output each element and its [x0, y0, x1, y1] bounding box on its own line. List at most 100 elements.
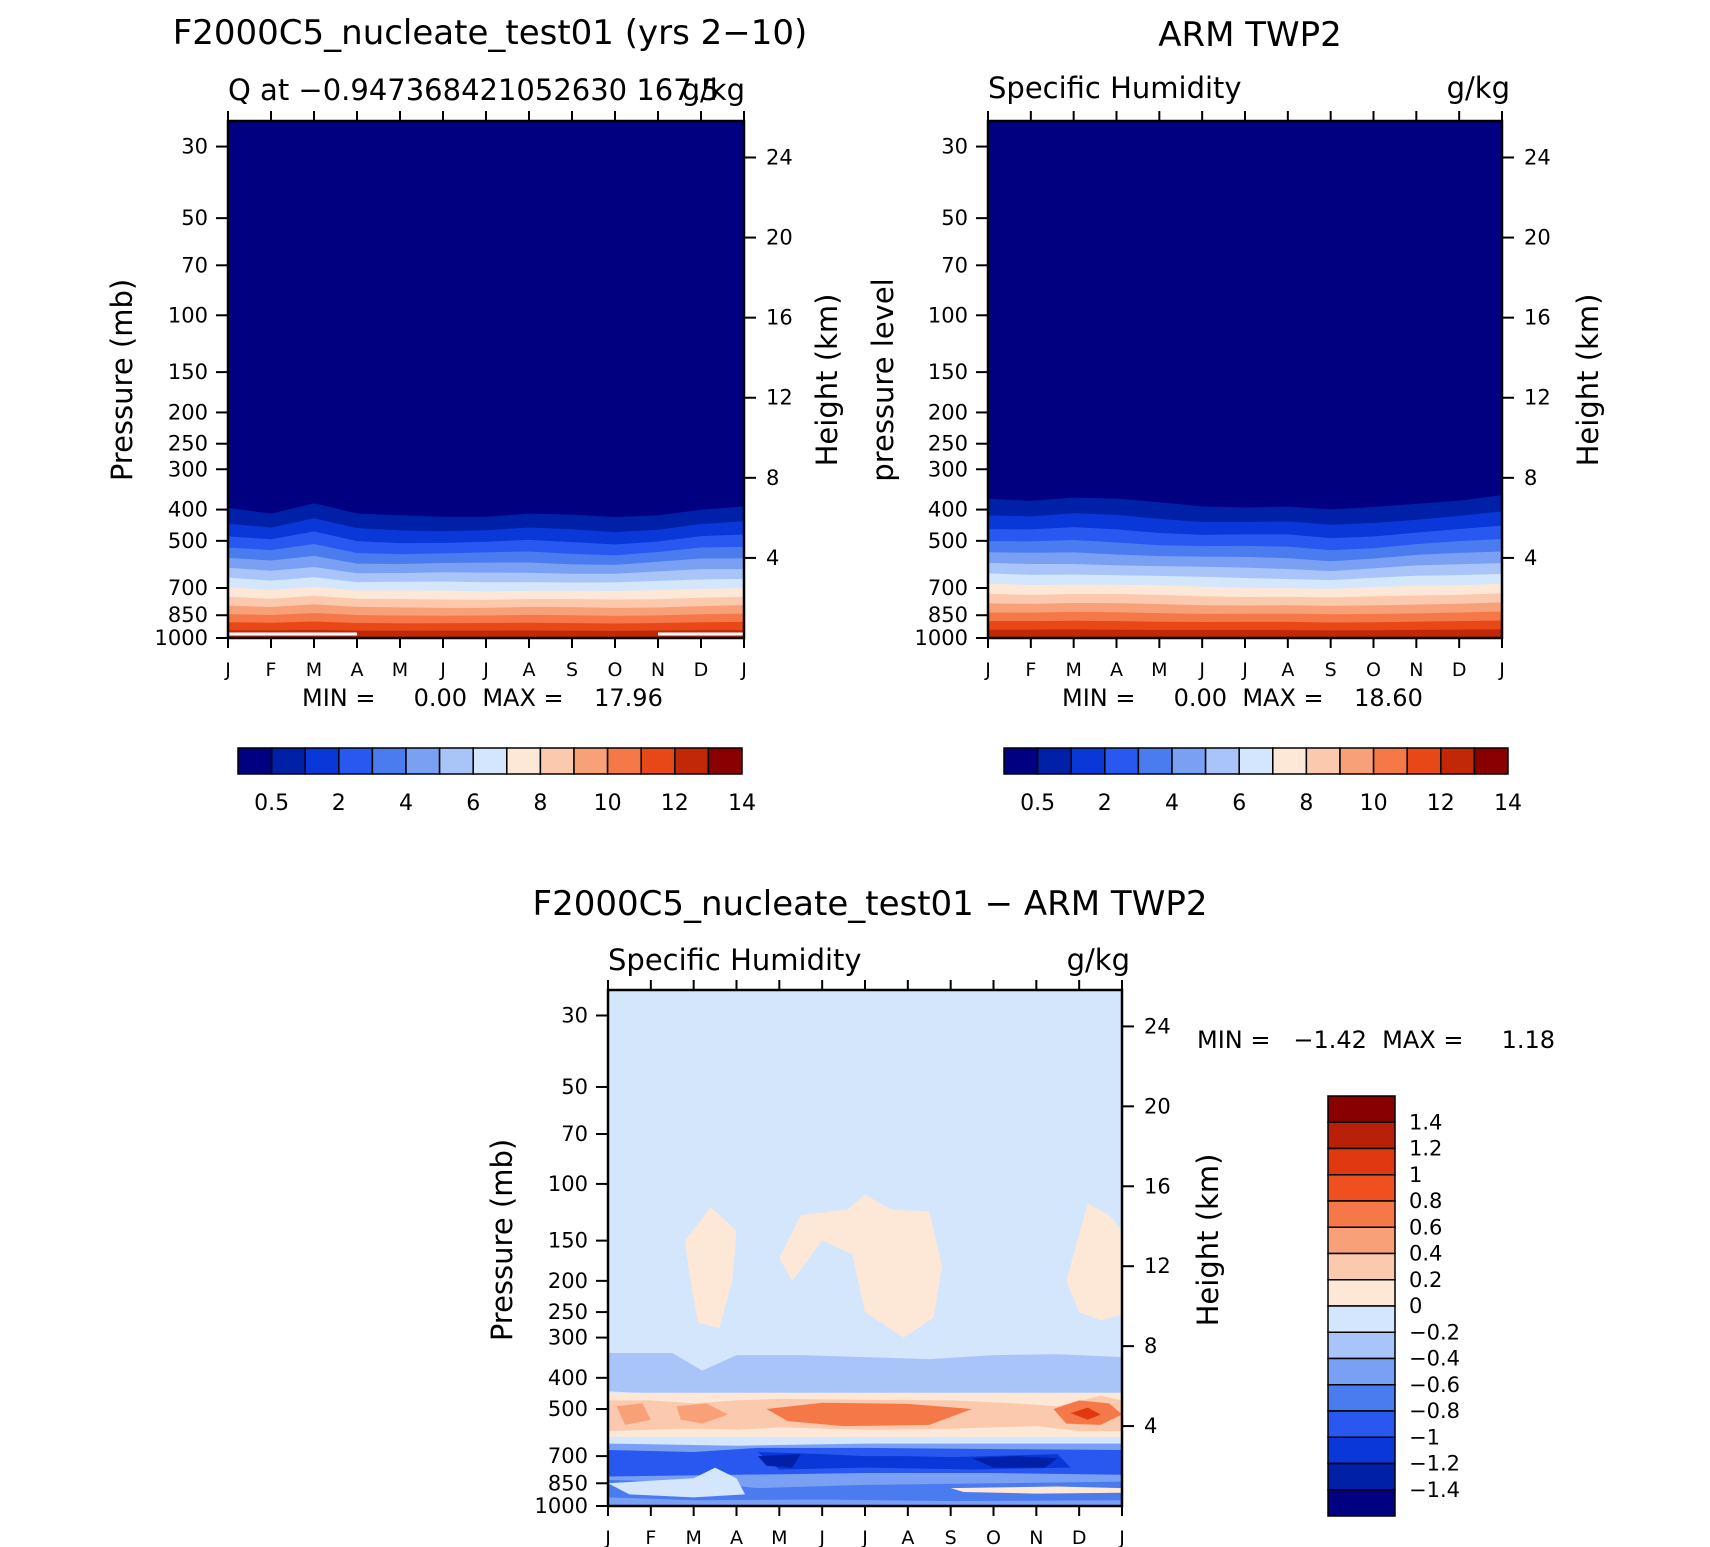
diff-positive-region: [685, 1207, 737, 1328]
model-colorbar-swatch: [606, 747, 642, 775]
obs-contour-band: [988, 629, 1502, 638]
obs-colorbar-label: 8: [1299, 791, 1313, 816]
model-colorbar-swatch: [405, 747, 441, 775]
diff-y2-tick-label: 8: [1144, 1334, 1157, 1358]
obs-y2-tick-label: 24: [1524, 145, 1551, 169]
model-subtitle-left: Q at −0.947368421052630 167.5: [228, 73, 719, 107]
obs-colorbar-label: 2: [1098, 791, 1112, 816]
diff-negative-region: [608, 1479, 1122, 1502]
model-y-tick-label: 200: [168, 400, 208, 424]
model-colorbar-swatch: [472, 747, 508, 775]
model-colorbar-label: 0.5: [254, 791, 289, 816]
model-x-tick-label: J: [439, 659, 446, 681]
diff-colorbar-swatch: [1327, 1174, 1396, 1202]
model-x-tick-label: M: [392, 659, 408, 681]
diff-positive-core: [1070, 1407, 1101, 1420]
obs-x-tick-label: A: [1110, 659, 1123, 681]
diff-colorbar-label: −0.6: [1409, 1373, 1460, 1397]
diff-colorbar-label: 0.8: [1409, 1189, 1442, 1213]
diff-y-tick-label: 150: [548, 1229, 588, 1253]
obs-min-max: MIN = 0.00 MAX = 18.60: [1062, 684, 1423, 712]
diff-subtitle-left: Specific Humidity: [608, 943, 862, 977]
diff-colorbar-label: 0: [1409, 1294, 1422, 1318]
obs-colorbar-swatch: [1036, 747, 1072, 775]
diff-y-tick-label: 700: [548, 1444, 588, 1468]
diff-positive-region: [616, 1403, 651, 1425]
model-y2-tick-label: 8: [766, 466, 779, 490]
obs-colorbar: 0.5 2 4 6 8 10 12 14: [1003, 747, 1522, 816]
diff-x-tick-label: O: [986, 1527, 1001, 1547]
diff-colorbar-label: −1.4: [1409, 1478, 1460, 1502]
model-colorbar-label: 6: [466, 791, 480, 816]
model-subtitle-right: g/kg: [682, 73, 745, 107]
model-x-tick-label: J: [482, 659, 489, 681]
model-y-tick-label: 850: [168, 603, 208, 627]
obs-colorbar-swatch: [1171, 747, 1207, 775]
diff-positive-region: [1066, 1203, 1122, 1321]
diff-x-tick-label: J: [1118, 1527, 1125, 1547]
obs-colorbar-swatch: [1104, 747, 1140, 775]
diff-colorbar-swatch: [1327, 1226, 1396, 1255]
obs-y-tick-label: 150: [928, 360, 968, 384]
diff-colorbar-label: 0.2: [1409, 1268, 1442, 1292]
diff-negative-core: [757, 1454, 801, 1468]
diff-colorbar-swatch: [1327, 1489, 1396, 1517]
diff-y2-tick-label: 4: [1144, 1414, 1157, 1438]
panel-obs: ARM TWP2 Specific Humidity g/kg J F M A M J J A…: [866, 15, 1605, 816]
obs-x-tick-label: J: [1198, 659, 1205, 681]
model-colorbar-swatch: [573, 747, 609, 775]
model-colorbar-label: 2: [332, 791, 346, 816]
diff-y-tick-label: 50: [561, 1075, 588, 1099]
obs-colorbar-swatch: [1204, 747, 1240, 775]
panel-diff: F2000C5_nucleate_test01 − ARM TWP2 Speci…: [485, 884, 1555, 1547]
diff-y-tick-label: 500: [548, 1397, 588, 1421]
model-x-tick-label: S: [566, 659, 578, 681]
panel-model: F2000C5_nucleate_test01 (yrs 2−10) Q at …: [105, 13, 844, 816]
model-colorbar-label: 8: [533, 791, 547, 816]
model-colorbar-swatch: [707, 747, 743, 775]
model-y-tick-label: 700: [168, 576, 208, 600]
diff-colorbar-swatch: [1327, 1200, 1396, 1228]
diff-colorbar-swatch: [1327, 1410, 1396, 1438]
model-x-tick-label: J: [224, 659, 231, 681]
model-colorbar-swatch: [640, 747, 676, 775]
diff-y-tick-label: 100: [548, 1172, 588, 1196]
diff-colorbar-swatch: [1327, 1357, 1396, 1386]
diff-colorbar: 1.4 1.210.80.6 0.40.20−0.2 −0.4−0.6−0.8−1 −1…: [1327, 1095, 1460, 1517]
model-colorbar: 0.5 2 4 6 8 10 12 14: [237, 747, 756, 816]
model-y-tick-label: 100: [168, 303, 208, 327]
model-colorbar-label: 10: [594, 791, 622, 816]
diff-x-tick-label: M: [771, 1527, 787, 1547]
obs-x-tick-label: O: [1366, 659, 1381, 681]
obs-x-tick-label: J: [984, 659, 991, 681]
diff-negative-region: [608, 1353, 1122, 1396]
model-colorbar-swatch: [506, 747, 542, 775]
diff-y-tick-label: 850: [548, 1471, 588, 1495]
obs-x-tick-label: S: [1325, 659, 1337, 681]
diff-ylabel-right: Height (km): [1191, 1154, 1225, 1327]
obs-colorbar-label: 4: [1165, 791, 1179, 816]
obs-colorbar-label: 0.5: [1020, 791, 1055, 816]
model-y2-tick-label: 16: [766, 306, 793, 330]
model-x-tick-label: O: [608, 659, 623, 681]
obs-y2-tick-label: 16: [1524, 306, 1551, 330]
diff-min-max: MIN = −1.42 MAX = 1.18: [1197, 1026, 1555, 1054]
model-x-tick-label: M: [306, 659, 322, 681]
obs-x-tick-label: M: [1151, 659, 1167, 681]
obs-colorbar-swatch: [1473, 747, 1509, 775]
diff-colorbar-label: −1: [1409, 1425, 1440, 1449]
model-title: F2000C5_nucleate_test01 (yrs 2−10): [173, 13, 808, 53]
diff-colorbar-label: 1.2: [1409, 1137, 1442, 1161]
obs-x-tick-label: A: [1281, 659, 1294, 681]
obs-y-tick-label: 850: [928, 603, 968, 627]
diff-y2-tick-label: 16: [1144, 1174, 1171, 1198]
diff-colorbar-swatch: [1327, 1279, 1396, 1307]
diff-colorbar-swatch: [1327, 1305, 1396, 1333]
diff-colorbar-label: −0.2: [1409, 1320, 1460, 1344]
diff-x-tick-label: N: [1029, 1527, 1043, 1547]
diff-colorbar-swatch: [1327, 1384, 1396, 1412]
diff-y-tick-label: 70: [561, 1122, 588, 1146]
